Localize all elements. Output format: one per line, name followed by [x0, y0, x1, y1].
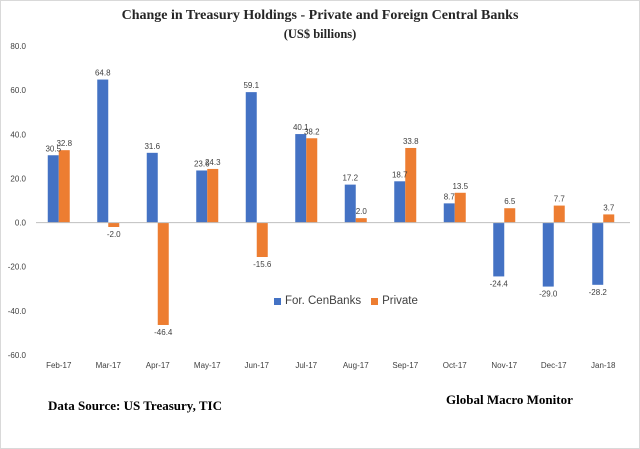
- bar-for-cenbanks: [245, 92, 257, 223]
- x-tick-label: Apr-17: [146, 361, 171, 370]
- data-label: 6.5: [504, 197, 516, 206]
- y-tick-label: -40.0: [8, 307, 27, 316]
- legend: For. CenBanks Private: [274, 295, 428, 307]
- y-tick-label: 20.0: [10, 174, 26, 183]
- legend-swatch-for-cenbanks: [274, 297, 281, 305]
- data-label: -2.0: [107, 230, 121, 239]
- chart-subtitle: (US$ billions): [283, 27, 357, 41]
- bar-private: [504, 208, 516, 223]
- x-tick-label: Jun-17: [245, 361, 270, 370]
- bar-for-cenbanks: [344, 184, 356, 223]
- brand-label: Global Macro Monitor: [446, 392, 573, 407]
- bar-for-cenbanks: [47, 155, 59, 223]
- chart-title: Change in Treasury Holdings - Private an…: [121, 8, 519, 23]
- bar-private: [58, 150, 70, 223]
- bar-private: [306, 138, 318, 223]
- bar-private: [603, 214, 615, 223]
- y-axis: 80.0 60.0 40.0 20.0 0.0 -20.0 -40.0 -60.0: [8, 42, 27, 360]
- data-label: -46.4: [154, 328, 173, 337]
- data-label: 17.2: [342, 174, 358, 183]
- x-tick-label: Aug-17: [343, 361, 369, 370]
- x-tick-label: Nov-17: [491, 361, 517, 370]
- bar-for-cenbanks: [146, 152, 158, 223]
- bar-for-cenbanks: [542, 222, 554, 287]
- x-tick-label: Jan-18: [591, 361, 616, 370]
- bar-for-cenbanks: [493, 222, 505, 277]
- bar-private: [553, 205, 565, 223]
- data-label: 13.5: [452, 182, 468, 191]
- y-tick-label: -60.0: [8, 351, 27, 360]
- x-tick-label: Jul-17: [295, 361, 317, 370]
- data-source-note: Data Source: US Treasury, TIC: [48, 398, 222, 413]
- data-labels: 30.532.8 64.8 -2.0 31.6 -46.4 23.624.3 59.1 -15…: [45, 69, 614, 337]
- x-tick-label: May-17: [194, 361, 221, 370]
- y-tick-label: 40.0: [10, 130, 26, 139]
- data-label: 2.0: [356, 207, 368, 216]
- x-tick-label: Sep-17: [392, 361, 418, 370]
- bar-private: [157, 222, 169, 325]
- y-tick-label: 80.0: [10, 42, 26, 51]
- data-label: 40.1: [293, 123, 309, 132]
- legend-swatch-private: [371, 297, 379, 305]
- bar-for-cenbanks: [443, 203, 455, 223]
- data-label: 8.7: [444, 192, 456, 201]
- bar-private: [108, 222, 120, 227]
- data-label: 38.2: [304, 127, 320, 136]
- legend-label-for-cenbanks: For. CenBanks: [285, 295, 362, 307]
- y-tick-label: -20.0: [8, 263, 27, 272]
- x-tick-label: Feb-17: [46, 361, 72, 370]
- data-label: -24.4: [490, 279, 509, 288]
- data-label: 24.3: [205, 158, 221, 167]
- data-label: -28.2: [589, 288, 608, 297]
- y-tick-label: 0.0: [15, 219, 27, 228]
- legend-item-private: Private: [371, 295, 418, 307]
- legend-item-for-cenbanks: For. CenBanks: [274, 295, 361, 307]
- data-label: 31.6: [144, 142, 160, 151]
- legend-label-private: Private: [382, 295, 418, 307]
- data-label: 33.8: [403, 137, 419, 146]
- x-tick-label: Dec-17: [541, 361, 567, 370]
- bar-private: [207, 168, 219, 223]
- bar-private: [355, 218, 367, 223]
- bar-private: [454, 192, 466, 223]
- data-label: 18.7: [392, 170, 408, 179]
- bar-for-cenbanks: [97, 79, 109, 223]
- bar-private: [256, 222, 268, 258]
- data-label: 7.7: [554, 195, 566, 204]
- data-label: 32.8: [56, 139, 72, 148]
- data-label: -29.0: [539, 290, 558, 299]
- data-label: 3.7: [603, 203, 615, 212]
- y-tick-label: 60.0: [10, 86, 26, 95]
- x-tick-label: Oct-17: [443, 361, 468, 370]
- x-tick-label: Mar-17: [96, 361, 122, 370]
- data-label: 59.1: [243, 81, 259, 90]
- data-label: 23.6: [194, 159, 210, 168]
- data-label: -15.6: [253, 260, 272, 269]
- bar-for-cenbanks: [394, 181, 406, 223]
- data-label: 64.8: [95, 69, 111, 78]
- bars: [47, 79, 615, 325]
- bar-for-cenbanks: [295, 134, 307, 223]
- bar-private: [405, 147, 417, 223]
- bar-for-cenbanks: [592, 222, 604, 285]
- data-label: 30.5: [45, 144, 61, 153]
- bar-for-cenbanks: [196, 170, 208, 223]
- x-axis: Feb-17 Mar-17 Apr-17 May-17 Jun-17 Jul-17 Aug-…: [46, 361, 616, 370]
